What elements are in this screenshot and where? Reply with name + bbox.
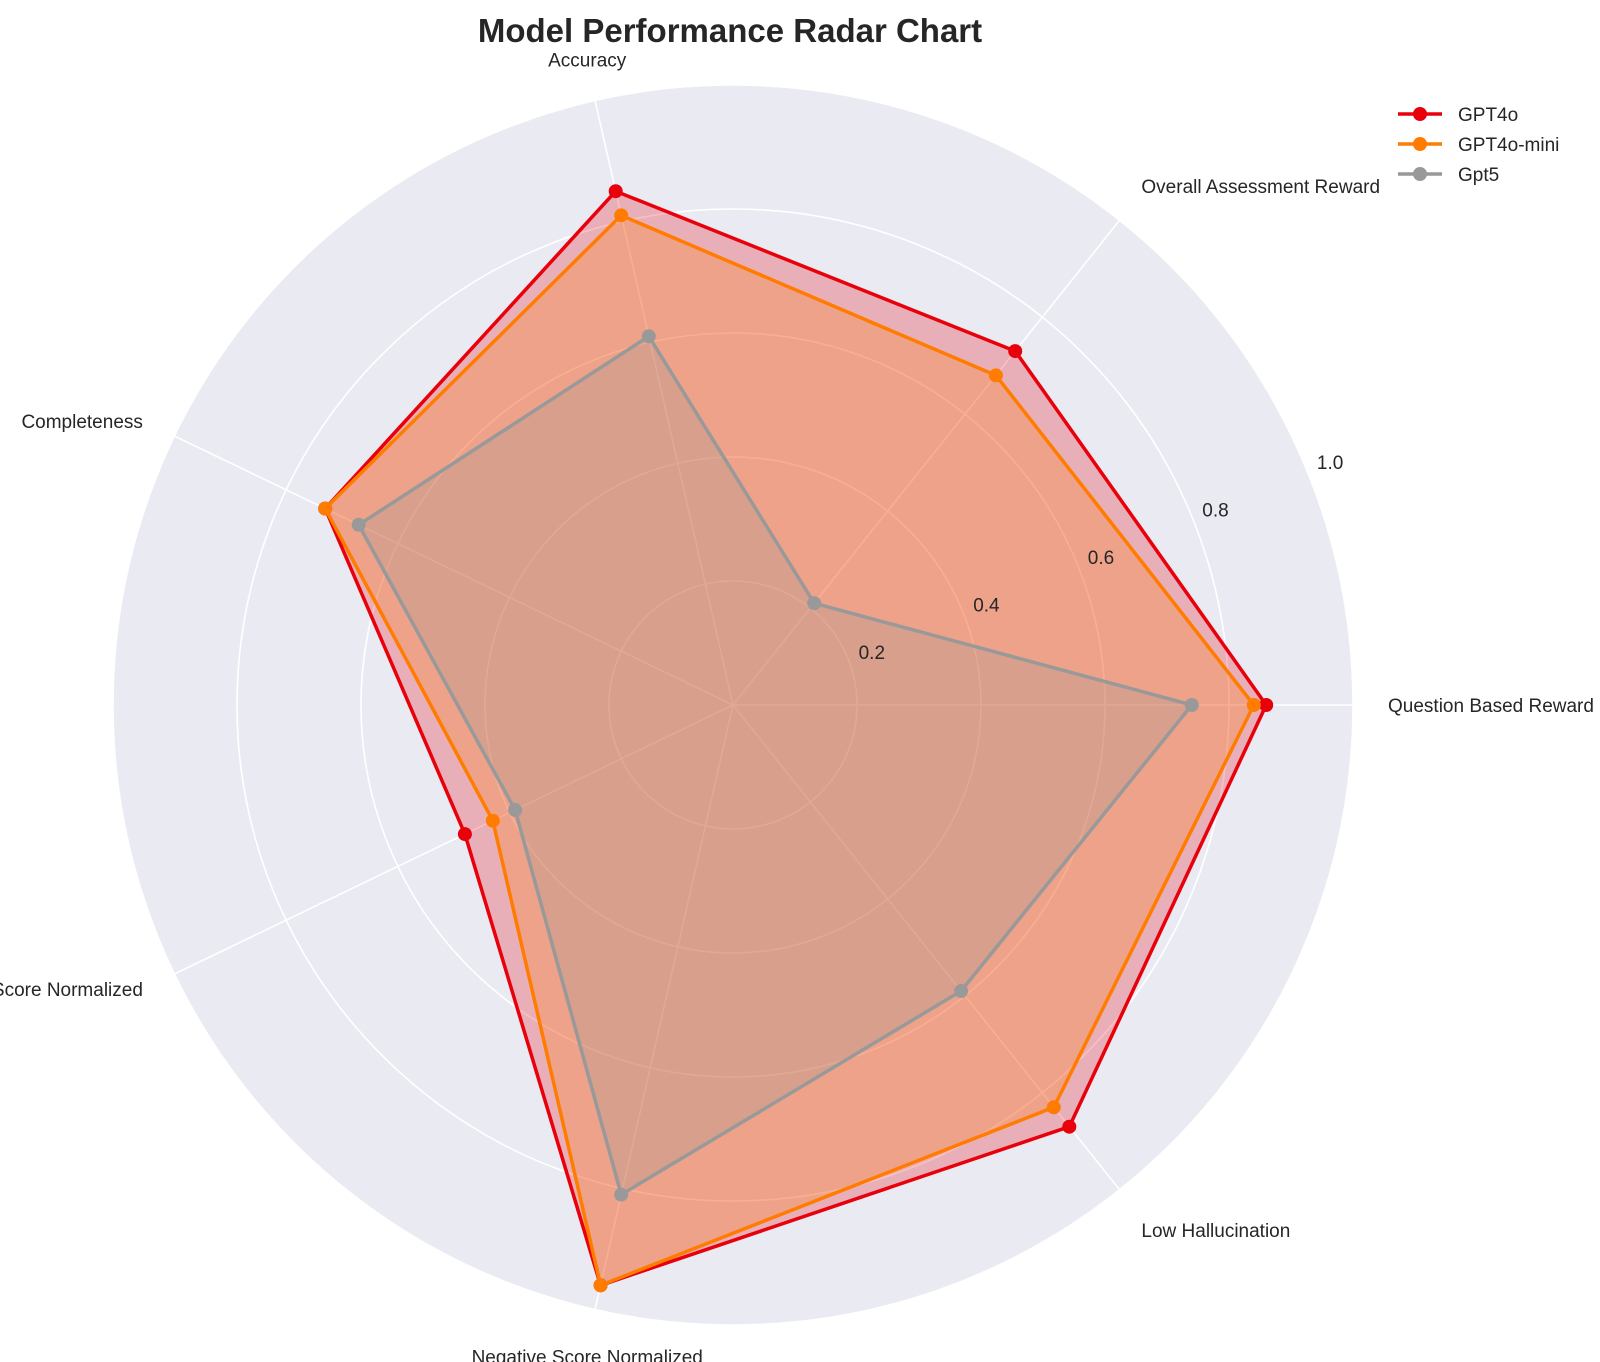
data-point	[1246, 698, 1261, 712]
data-point	[318, 501, 333, 516]
legend-label: GPT4o-mini	[1458, 135, 1559, 156]
legend-marker	[1413, 137, 1427, 151]
legend: GPT4o GPT4o-mini Gpt5	[1398, 105, 1559, 186]
data-point	[988, 368, 1003, 383]
chart-title: Model Performance Radar Chart	[478, 12, 982, 49]
legend-marker	[1413, 107, 1427, 121]
grid-spoke	[732, 219, 1121, 706]
data-point	[593, 1278, 608, 1293]
grid-spoke	[594, 100, 734, 706]
series-fill	[325, 191, 1267, 1286]
grid-spoke	[174, 704, 734, 975]
data-point	[1008, 344, 1023, 359]
radial-tick-labels: 0.2 0.4 0.6 0.8 1.0	[859, 453, 1344, 664]
data-point	[954, 984, 969, 998]
axis-labels: Question Based Reward Overall Assessment …	[0, 50, 1594, 1362]
axis-label: Negative Score Normalized	[472, 1348, 703, 1362]
series-group	[318, 184, 1274, 1293]
data-point	[351, 517, 366, 532]
legend-marker	[1413, 167, 1427, 181]
axis-label: Accuracy	[548, 50, 627, 71]
data-point	[614, 208, 629, 223]
grid-spoke	[594, 704, 734, 1310]
series-line	[323, 213, 1256, 1288]
axis-label: Question Based Reward	[1388, 696, 1594, 717]
radial-tick-label: 0.4	[973, 596, 1000, 617]
radial-tick-label: 0.8	[1202, 501, 1228, 522]
grid-spoke	[174, 435, 734, 706]
axis-label: Overall Assessment Reward	[1141, 177, 1380, 198]
data-point	[608, 184, 623, 199]
grid	[112, 84, 1354, 1326]
data-point	[807, 596, 822, 611]
data-point	[1062, 1119, 1077, 1134]
legend-label: Gpt5	[1458, 165, 1499, 186]
legend-label: GPT4o	[1458, 105, 1518, 126]
series-line	[323, 189, 1268, 1288]
data-point	[1046, 1100, 1061, 1115]
radial-tick-label: 0.6	[1088, 548, 1114, 569]
axis-label: Positive Score Normalized	[0, 980, 143, 1001]
data-point	[485, 813, 500, 828]
series-fill	[358, 336, 1192, 1195]
series-fill	[325, 215, 1254, 1286]
axis-label: Low Hallucination	[1141, 1221, 1290, 1242]
radial-tick-label: 1.0	[1317, 453, 1343, 474]
data-point	[614, 1187, 629, 1202]
data-point	[1259, 698, 1274, 712]
series-line	[356, 334, 1194, 1197]
axis-label: Completeness	[21, 412, 142, 433]
radial-tick-label: 0.2	[859, 643, 885, 664]
data-point	[1184, 698, 1199, 712]
data-point	[641, 329, 656, 344]
data-point	[457, 827, 472, 842]
data-point	[508, 802, 523, 817]
